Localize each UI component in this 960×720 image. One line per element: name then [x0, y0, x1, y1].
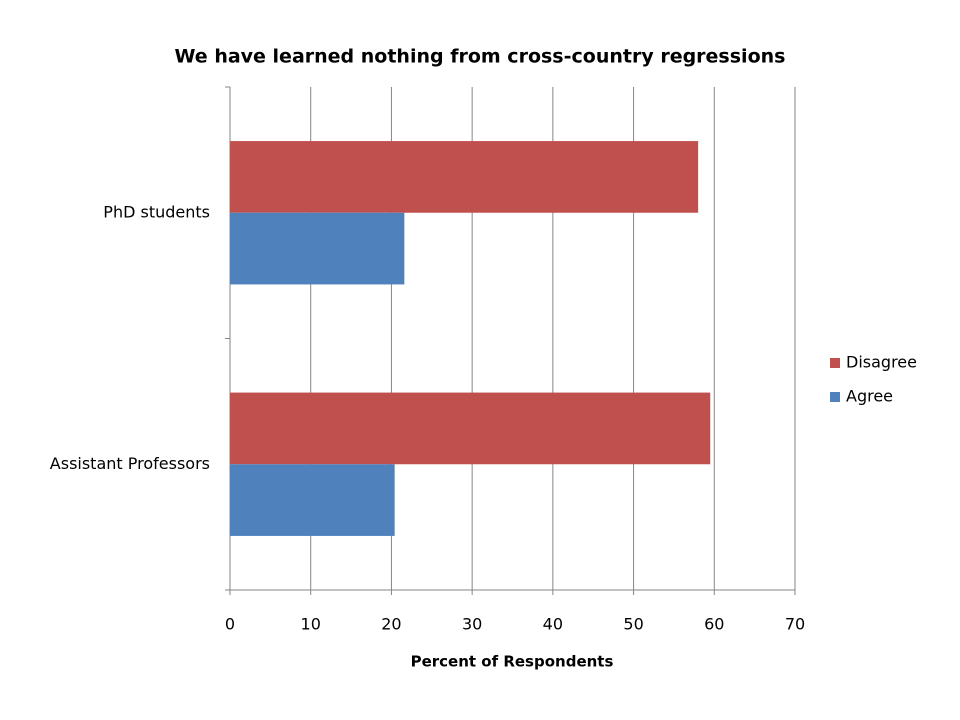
- y-tick-label: Assistant Professors: [50, 454, 210, 473]
- x-tick-label: 60: [704, 615, 724, 634]
- x-tick-label: 10: [301, 615, 321, 634]
- bar: [230, 392, 711, 465]
- x-tick-label: 40: [543, 615, 563, 634]
- x-tick-label: 20: [381, 615, 401, 634]
- bar: [230, 141, 699, 213]
- legend-swatch: [830, 392, 840, 402]
- x-tick-label: 0: [225, 615, 235, 634]
- x-tick-label: 50: [623, 615, 643, 634]
- legend-label: Agree: [846, 387, 893, 406]
- bar: [230, 212, 405, 285]
- x-axis-title: Percent of Respondents: [411, 653, 614, 671]
- x-tick-label: 30: [462, 615, 482, 634]
- legend-swatch: [830, 358, 840, 368]
- x-tick-label: 70: [785, 615, 805, 634]
- legend-label: Disagree: [846, 353, 917, 372]
- chart-title: We have learned nothing from cross-count…: [175, 46, 786, 68]
- bar: [230, 464, 395, 536]
- y-tick-label: PhD students: [103, 202, 210, 221]
